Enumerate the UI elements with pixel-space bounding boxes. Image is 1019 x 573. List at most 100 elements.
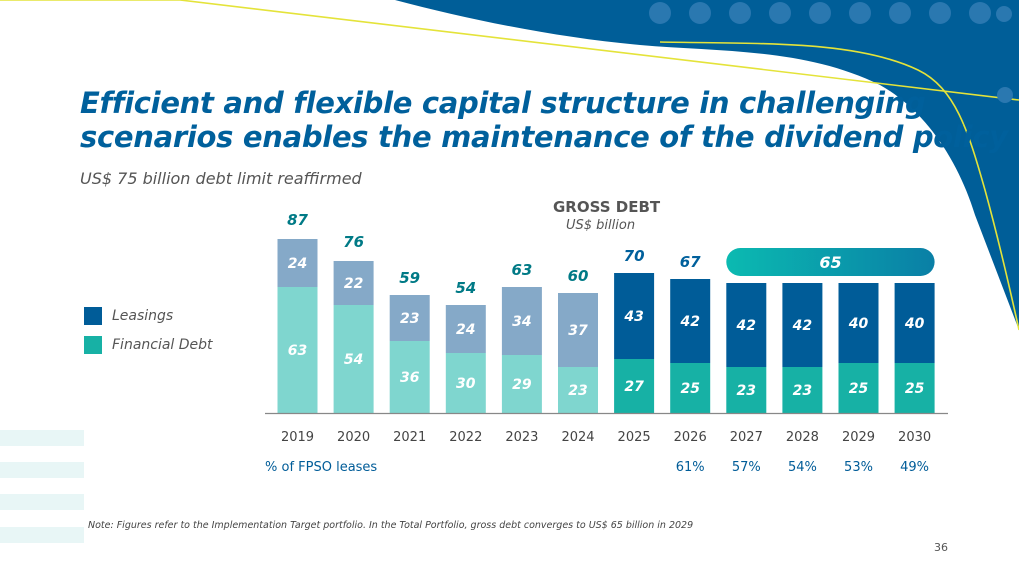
data-label-financial-debt: 63 (288, 343, 307, 359)
bar-leasings (558, 293, 598, 367)
decor-dot (729, 2, 751, 24)
plateau-banner-label: 65 (819, 253, 841, 272)
data-label-leasings: 23 (400, 311, 419, 327)
data-label-leasings: 42 (679, 314, 699, 330)
decor-dot (809, 2, 831, 24)
data-label-leasings: 42 (792, 318, 812, 334)
bar-leasings (389, 295, 430, 341)
chart-unit: US$ billion (566, 218, 636, 233)
data-label-financial-debt: 25 (905, 381, 925, 397)
x-tick-label: 2024 (561, 430, 594, 445)
data-label-leasings: 40 (848, 316, 869, 332)
top-right-blue-shape (395, 0, 1019, 330)
x-tick-label: 2026 (674, 430, 707, 445)
x-tick-label: 2025 (618, 430, 651, 445)
bar-financial-debt (501, 355, 542, 413)
decor-stripe (0, 527, 84, 543)
decor-dot (929, 2, 951, 24)
total-label: 87 (287, 211, 308, 229)
bar-leasings (838, 283, 879, 363)
bar-financial-debt (614, 359, 655, 413)
bar-leasings (501, 287, 542, 355)
total-label: 60 (568, 267, 589, 285)
bar-financial-debt (726, 367, 767, 413)
x-tick-label: 2027 (730, 430, 763, 445)
decor-dot (649, 2, 671, 24)
data-label-financial-debt: 25 (849, 381, 869, 397)
bar-leasings (614, 273, 655, 359)
title-line-2: scenarios enables the maintenance of the… (80, 120, 1008, 154)
page-number: 36 (934, 541, 948, 554)
legend-item-financial-debt: Financial Debt (84, 336, 213, 354)
legend-swatch-leasings (84, 307, 102, 325)
x-tick-label: 2023 (505, 430, 538, 445)
fpso-value: 61% (676, 460, 705, 475)
bar-financial-debt (445, 353, 486, 413)
total-label: 59 (399, 269, 420, 287)
title-line-1: Efficient and flexible capital structure… (80, 86, 926, 120)
bar-financial-debt (782, 367, 823, 413)
bar-financial-debt (277, 287, 318, 413)
decor-dot (689, 2, 711, 24)
bar-financial-debt (558, 367, 598, 413)
data-label-leasings: 24 (288, 256, 307, 272)
x-tick-label: 2028 (786, 430, 819, 445)
x-tick-label: 2020 (337, 430, 370, 445)
total-label: 76 (343, 233, 364, 251)
fpso-value: 49% (900, 460, 929, 475)
subtitle: US$ 75 billion debt limit reaffirmed (80, 169, 362, 188)
decor-stripe (0, 430, 84, 446)
data-label-financial-debt: 29 (512, 377, 532, 393)
x-tick-label: 2029 (842, 430, 875, 445)
footnote: Note: Figures refer to the Implementatio… (88, 520, 694, 531)
data-label-leasings: 24 (456, 322, 475, 338)
x-tick-label: 2021 (393, 430, 426, 445)
decor-dot (969, 2, 991, 24)
plateau-banner (726, 248, 935, 276)
fpso-row-label: % of FPSO leases (265, 460, 377, 475)
data-label-financial-debt: 23 (568, 383, 587, 399)
fpso-value: 54% (788, 460, 817, 475)
x-tick-label: 2022 (449, 430, 482, 445)
x-tick-label: 2019 (281, 430, 314, 445)
data-label-financial-debt: 23 (793, 383, 812, 399)
bar-leasings (726, 283, 767, 367)
data-label-financial-debt: 27 (624, 379, 644, 395)
data-label-financial-debt: 25 (680, 381, 700, 397)
total-label: 70 (624, 247, 645, 265)
total-label: 63 (511, 261, 532, 279)
data-label-leasings: 43 (623, 309, 643, 325)
fpso-value: 57% (732, 460, 761, 475)
decor-line-1 (0, 0, 1019, 101)
x-tick-label: 2030 (898, 430, 931, 445)
data-label-leasings: 37 (568, 323, 588, 339)
decor-stripe (0, 462, 84, 478)
decor-dot (769, 2, 791, 24)
chart-title: GROSS DEBT (553, 198, 661, 216)
bar-financial-debt (670, 363, 711, 413)
total-label: 54 (455, 279, 476, 297)
decor-stripe (0, 494, 84, 510)
bar-leasings (445, 305, 486, 353)
decor-dot (996, 6, 1012, 22)
page-title: Efficient and flexible capital structure… (80, 86, 1008, 154)
data-label-leasings: 40 (904, 316, 925, 332)
total-label: 67 (680, 253, 701, 271)
legend-label-financial-debt: Financial Debt (112, 337, 213, 353)
decor-dot (889, 2, 911, 24)
bar-leasings (782, 283, 823, 367)
legend-label-leasings: Leasings (112, 308, 174, 324)
bar-financial-debt (838, 363, 879, 413)
data-label-financial-debt: 23 (737, 383, 756, 399)
fpso-value: 53% (844, 460, 873, 475)
bar-financial-debt (389, 341, 430, 413)
data-label-financial-debt: 36 (400, 370, 420, 386)
bar-leasings (670, 279, 711, 363)
data-label-financial-debt: 30 (456, 376, 476, 392)
decor-dot (997, 87, 1013, 103)
bar-leasings (333, 261, 374, 305)
data-label-leasings: 34 (512, 314, 531, 330)
decor-dot (849, 2, 871, 24)
